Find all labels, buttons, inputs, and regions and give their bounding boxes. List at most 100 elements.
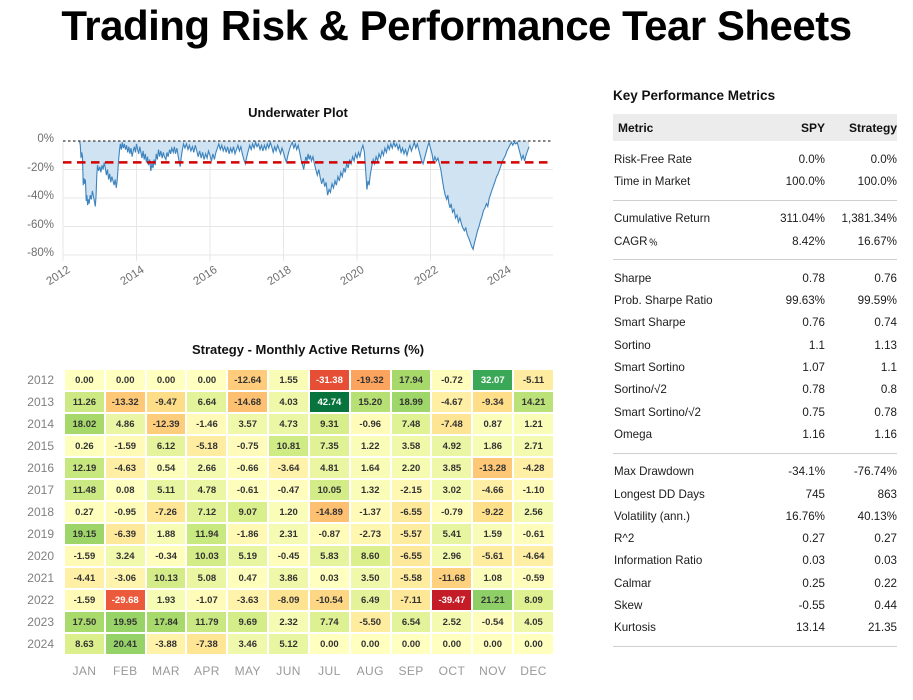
heatmap-cell: 1.32 [350,480,390,500]
heatmap-cell: 2.32 [269,612,308,632]
metric-strategy-value: 0.74 [874,316,897,330]
heatmap-cell: -0.61 [228,480,268,500]
heatmap-cell: -4.64 [514,546,553,566]
underwater-x-tick: 2018 [265,264,294,289]
metric-spy-value: 1.16 [802,427,825,441]
heatmap-cell: -4.67 [432,392,472,412]
heatmap-cell: -0.54 [473,612,513,632]
heatmap-month-label: MAR [152,664,180,678]
metric-row: Skew -0.55 0.44 [613,594,897,616]
metric-row: Smart Sharpe 0.76 0.74 [613,312,897,334]
heatmap-cell: -9.22 [473,502,513,522]
metric-row: Max Drawdown -34.1% -76.74% [613,461,897,483]
metric-row: Information Ratio 0.03 0.03 [613,550,897,572]
heatmap-cell: -2.73 [350,524,390,544]
heatmap-cell: 1.93 [146,590,186,610]
metrics-section: Risk-Free Rate 0.0% 0.0% Time in Market 100.… [613,141,897,200]
heatmap-cell: 17.84 [146,612,186,632]
heatmap-cell: 5.19 [228,546,268,566]
heatmap-cell: 19.95 [105,612,145,632]
heatmap-cell: -0.87 [309,524,349,544]
metric-name: Cumulative Return [614,212,711,226]
heatmap-cell: 0.47 [228,568,268,588]
metric-spy-value: 13.14 [795,621,825,635]
heatmap-cell: -1.59 [105,436,145,456]
heatmap-cell: -1.37 [350,502,390,522]
underwater-x-tick: 2016 [191,264,220,289]
metric-spy-value: 0.78 [802,383,825,397]
heatmap-cell: -7.11 [391,590,431,610]
heatmap-cell: -4.28 [514,458,553,478]
heatmap-cell: -0.59 [514,568,553,588]
heatmap-year-label: 2015 [27,439,54,453]
metric-strategy-value: -76.74% [853,465,897,479]
heatmap-cell: 6.64 [187,392,227,412]
heatmap-cell: -1.59 [65,546,104,566]
metric-spy-value: 100.0% [785,174,825,188]
heatmap-cell: 3.02 [432,480,472,500]
heatmap-cell: 1.55 [269,370,308,390]
heatmap-cell: -7.48 [432,414,472,434]
heatmap-year-label: 2014 [27,417,54,431]
heatmap-cell: 17.50 [65,612,104,632]
heatmap-cell: 0.00 [309,634,349,654]
monthly-returns-heatmap: 2012 0.00 0.00 0.00 0.00 -12.64 1.55 -31.38 -19.… [7,370,553,682]
heatmap-cell: 6.54 [391,612,431,632]
heatmap-cell: -8.09 [269,590,308,610]
metric-name: Max Drawdown [614,465,694,479]
metric-name: Risk-Free Rate [614,152,692,166]
heatmap-cell: -3.88 [146,634,186,654]
metric-row: Sortino/√2 0.78 0.8 [613,379,897,401]
heatmap-month-label: NOV [479,664,507,678]
metric-name: Volatility (ann.) [614,509,691,523]
heatmap-cell: 4.78 [187,480,227,500]
heatmap-cell: -31.38 [309,370,349,390]
metric-row: Risk-Free Rate 0.0% 0.0% [613,148,897,170]
heatmap-cell: 1.22 [350,436,390,456]
metric-spy-value: 8.42% [792,234,825,248]
heatmap-month-label: JUN [276,664,301,678]
metric-strategy-value: 0.76 [874,271,897,285]
heatmap-cell: 2.56 [514,502,553,522]
metric-spy-value: 0.78 [802,271,825,285]
metric-strategy-value: 100.0% [857,174,897,188]
heatmap-cell: -1.86 [228,524,268,544]
heatmap-cell: -39.47 [432,590,472,610]
heatmap-cell: -5.58 [391,568,431,588]
metric-strategy-value: 0.22 [874,576,897,590]
heatmap-cell: 3.57 [228,414,268,434]
heatmap-cell: 7.74 [309,612,349,632]
metric-spy-value: 0.27 [802,532,825,546]
metric-spy-value: 0.0% [798,152,825,166]
heatmap-cell: -0.66 [228,458,268,478]
heatmap-year-label: 2019 [27,527,54,541]
heatmap-cell: -9.34 [473,392,513,412]
metric-row: Longest DD Days 745 863 [613,483,897,505]
heatmap-year-label: 2021 [27,571,54,585]
underwater-y-tick: -40% [27,190,54,202]
heatmap-cell: 2.31 [269,524,308,544]
heatmap-cell: 4.86 [105,414,145,434]
underwater-x-tick: 2014 [118,264,147,289]
metric-strategy-value: 99.59% [857,294,897,308]
heatmap-cell: -5.61 [473,546,513,566]
metrics-header-spy: SPY [800,120,825,135]
metric-spy-value: 0.25 [802,576,825,590]
heatmap-cell: 0.03 [309,568,349,588]
heatmap-cell: 8.63 [65,634,104,654]
heatmap-cell: -7.38 [187,634,227,654]
metric-spy-value: 1.1 [808,338,825,352]
metric-spy-value: 16.76% [785,509,825,523]
metric-name: Smart Sharpe [614,316,686,330]
heatmap-cell: 2.71 [514,436,553,456]
metric-row: Cumulative Return 311.04% 1,381.34% [613,208,897,230]
heatmap-cell: 18.02 [65,414,104,434]
heatmap-cell: 1.20 [269,502,308,522]
metric-strategy-value: 1,381.34% [841,212,897,226]
heatmap-cell: 10.03 [187,546,227,566]
metric-row: Prob. Sharpe Ratio 99.63% 99.59% [613,289,897,311]
heatmap-cell: 11.48 [65,480,104,500]
metric-row: Calmar 0.25 0.22 [613,572,897,594]
heatmap-month-label: APR [193,664,220,678]
heatmap-cell: 7.48 [391,414,431,434]
